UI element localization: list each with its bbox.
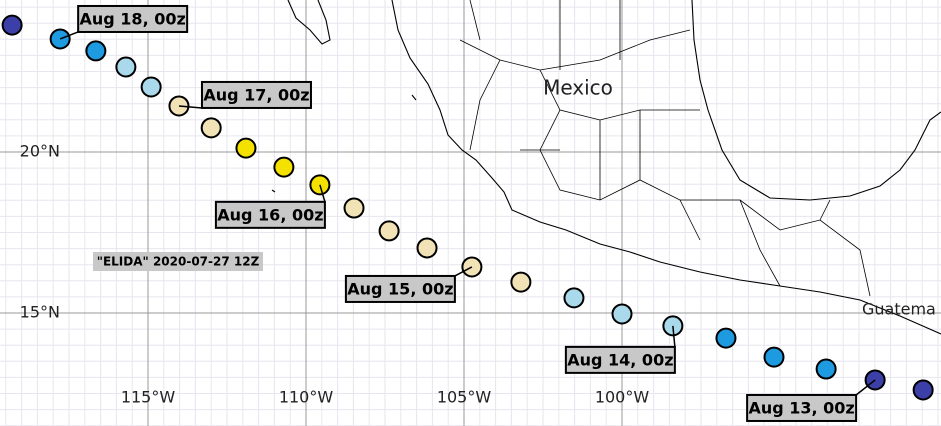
x-tick-label: 115°W (121, 388, 176, 407)
callout-leader (454, 266, 473, 277)
track-point (1, 14, 23, 36)
track-point (115, 56, 137, 78)
callout-leader (855, 379, 876, 396)
baja-coast (287, 0, 331, 45)
callout-box (564, 345, 676, 374)
callout-box (214, 200, 326, 229)
state-borders (459, 0, 871, 297)
y-tick-label: 20°N (20, 142, 60, 161)
callout-leader (59, 31, 79, 40)
pacific-coast (391, 0, 941, 335)
callouts: Aug 18, 00z Aug 17, 00z Aug 16, 00z Aug 15,… (59, 4, 876, 422)
storm-label-box (93, 252, 263, 271)
callout-box (344, 274, 456, 303)
track-point (763, 346, 785, 368)
track-point (563, 287, 585, 309)
x-tick-label: 100°W (595, 388, 650, 407)
x-tick-label: 105°W (437, 388, 492, 407)
x-tick-label: 110°W (279, 388, 334, 407)
place-label: Mexico (543, 76, 613, 100)
callout-leader (319, 184, 326, 203)
callout-leader (178, 105, 203, 109)
callout-label: Aug 15, 00z (347, 279, 453, 298)
track-point (273, 156, 295, 178)
track-point (235, 137, 257, 159)
land-borders (271, 0, 941, 335)
track-point (715, 327, 737, 349)
place-label: Guatema (862, 300, 936, 319)
track-point (912, 379, 934, 401)
track-point (815, 358, 837, 380)
callout-box (200, 80, 312, 109)
gulf-coast (691, 0, 941, 201)
storm-label: "ELIDA" 2020-07-27 12Z (97, 255, 260, 269)
track-point (416, 237, 438, 259)
track-point (611, 303, 633, 325)
track-point (85, 40, 107, 62)
island (271, 94, 417, 193)
track-point (510, 271, 532, 293)
callout-label: Aug 13, 00z (748, 398, 854, 417)
callout-label: Aug 14, 00z (567, 350, 673, 369)
track-point (378, 220, 400, 242)
callout-leader (672, 325, 676, 347)
callout-label: Aug 16, 00z (217, 205, 323, 224)
track (1, 14, 934, 401)
callout-box (746, 393, 858, 422)
y-tick-label: 15°N (20, 303, 60, 322)
callout-box (77, 4, 189, 33)
callout-label: Aug 17, 00z (203, 85, 309, 104)
track-point (140, 76, 162, 98)
track-point (200, 117, 222, 139)
callout-label: Aug 18, 00z (80, 9, 186, 28)
track-point (343, 197, 365, 219)
